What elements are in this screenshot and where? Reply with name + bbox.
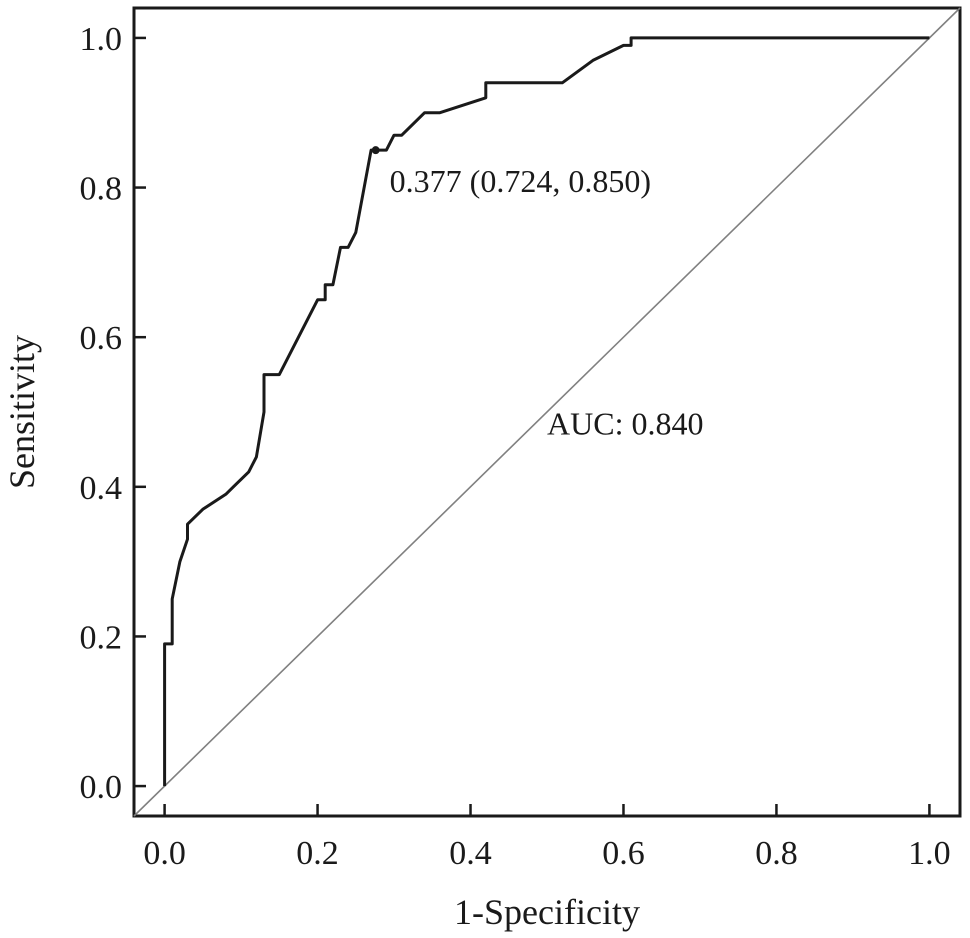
- x-tick-label: 0.6: [602, 835, 645, 872]
- y-axis-title: Sensitivity: [2, 335, 42, 489]
- reference-diagonal-line: [133, 7, 961, 817]
- x-axis-title: 1-Specificity: [454, 892, 640, 932]
- threshold-annotation: 0.377 (0.724, 0.850): [390, 163, 651, 199]
- optimal-threshold-point: [371, 146, 380, 155]
- y-tick-label: 0.6: [80, 320, 123, 357]
- y-tick-label: 0.4: [80, 470, 123, 507]
- x-tick-label: 0.4: [449, 835, 492, 872]
- x-tick-label: 0.0: [143, 835, 186, 872]
- x-axis-ticks: 0.0 0.2 0.4 0.6 0.8 1.0: [143, 804, 951, 872]
- auc-annotation: AUC: 0.840: [547, 405, 703, 441]
- y-axis-ticks: 0.0 0.2 0.4 0.6 0.8 1.0: [80, 21, 146, 806]
- y-tick-label: 0.2: [80, 619, 123, 656]
- y-tick-label: 0.0: [80, 769, 123, 806]
- x-tick-label: 0.2: [296, 835, 339, 872]
- x-tick-label: 1.0: [908, 835, 951, 872]
- x-tick-label: 0.8: [755, 835, 798, 872]
- y-tick-label: 0.8: [80, 171, 123, 208]
- plot-frame: [132, 6, 962, 818]
- y-tick-label: 1.0: [80, 21, 123, 58]
- roc-curve-line: [163, 36, 930, 787]
